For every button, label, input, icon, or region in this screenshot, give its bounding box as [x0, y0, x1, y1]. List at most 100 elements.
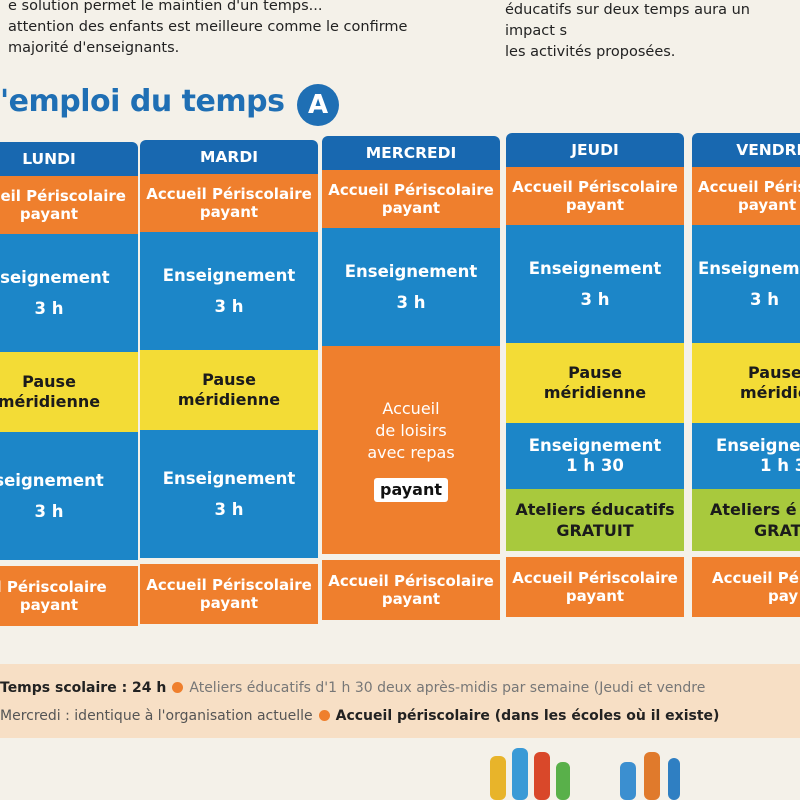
intro-left-line: majorité d'enseignants. [8, 40, 180, 56]
finger-shape [512, 748, 528, 800]
finger-shape [556, 762, 570, 800]
day-header: MARDI [140, 140, 318, 174]
bullet-icon [172, 682, 184, 693]
block-label: payant [565, 196, 625, 214]
intro-left: e solution permet le maintien d'un temps… [8, 0, 407, 59]
intro-right-line: les activités proposées. [505, 44, 676, 60]
block-label: payant [565, 587, 625, 605]
legend-line-2: Mercredi : identique à l'organisation ac… [0, 708, 719, 724]
legend-text: Temps scolaire : 24 h [0, 680, 167, 696]
accueil-periscolaire-block: Accueil Périscola payant [692, 167, 800, 225]
block-hours: 3 h [580, 290, 610, 309]
block-label: avec repas [367, 443, 455, 462]
block-label: Enseigneme [698, 259, 800, 278]
enseignement-block: Enseigne 1 h 3 [692, 423, 800, 489]
payant-badge: payant [373, 478, 449, 502]
block-label: payant [199, 203, 259, 221]
block-label: Pause [568, 363, 622, 382]
enseignement-block: Enseignement 1 h 30 [506, 423, 684, 489]
enseignement-block: Enseignement 3 h [506, 225, 684, 343]
block-label: Enseignement [528, 259, 662, 278]
block-label: méridien [740, 383, 800, 402]
enseignement-block: Enseignement 3 h [140, 232, 318, 350]
block-label: méridienne [543, 383, 647, 402]
ateliers-educatifs-block: Ateliers é GRAT [692, 489, 800, 551]
intro-left-line: e solution permet le maintien d'un temps… [8, 0, 323, 14]
accueil-periscolaire-block: Accueil Périscolaire payant [322, 560, 500, 620]
pause-meridienne-block: Pause méridienne [140, 350, 318, 430]
intro-right: éducatifs sur deux temps aura un impact … [505, 0, 800, 63]
block-label: payant [19, 205, 79, 223]
block-hours: 1 h 3 [760, 456, 800, 475]
block-hours: 3 h [34, 502, 64, 521]
block-label: seignement [0, 471, 104, 490]
block-label: méridienne [177, 390, 281, 409]
block-label: Enseignement [162, 469, 296, 488]
accueil-periscolaire-block: Accueil Périscolaire payant [506, 167, 684, 225]
accueil-loisirs-block: Accueil de loisirs avec repas payant [322, 346, 500, 554]
finger-shape [644, 752, 660, 800]
ateliers-educatifs-block: Ateliers éducatifs GRATUIT [506, 489, 684, 551]
block-label: payant [19, 596, 79, 614]
block-label: Accueil [382, 399, 440, 418]
enseignement-block: Enseigneme 3 h [692, 225, 800, 343]
block-label: Ateliers éducatifs [515, 500, 675, 519]
block-label: payant [381, 199, 441, 217]
accueil-periscolaire-block: Accueil Pé pay [692, 557, 800, 617]
block-label: de loisirs [375, 421, 447, 440]
block-label: payant [738, 196, 797, 214]
legend-band: Temps scolaire : 24 h Ateliers éducatifs … [0, 664, 800, 738]
accueil-periscolaire-block: Accueil Périscolaire payant [140, 174, 318, 232]
version-badge: A [297, 84, 339, 126]
accueil-periscolaire-block: Accueil Périscolaire payant [140, 564, 318, 624]
block-label: il Périscolaire [0, 578, 107, 596]
finger-shape [668, 758, 680, 800]
block-label: méridienne [0, 392, 101, 411]
block-label: pay [768, 587, 799, 605]
intro-left-line: attention des enfants est meilleure comm… [8, 19, 408, 35]
block-label: Enseignement [344, 262, 478, 281]
hands-illustration [480, 748, 680, 800]
block-label: ccueil Périscolaire [0, 187, 126, 205]
enseignement-block: Enseignement 3 h [140, 430, 318, 558]
pause-meridienne-block: Pause méridienne [506, 343, 684, 423]
block-label: Enseigne [716, 436, 800, 455]
block-label: nseignement [0, 268, 110, 287]
block-label: Accueil Périscolaire [512, 178, 678, 196]
block-label: Ateliers é [710, 500, 797, 519]
block-label: Pause [748, 363, 800, 382]
day-column-jeudi: JEUDI Accueil Périscolaire payant Enseig… [506, 133, 684, 617]
legend-line-1: Temps scolaire : 24 h Ateliers éducatifs … [0, 680, 705, 696]
gratuit-label: GRAT [754, 521, 800, 540]
legend-text: Accueil périscolaire (dans les écoles où… [335, 708, 720, 724]
block-hours: 1 h 30 [566, 456, 624, 475]
block-label: payant [199, 594, 259, 612]
block-hours: 3 h [214, 500, 244, 519]
enseignement-block: seignement 3 h [0, 432, 138, 560]
block-label: Accueil Périscolaire [146, 576, 312, 594]
block-label: Accueil Périscolaire [328, 572, 494, 590]
block-label: Enseignement [528, 436, 662, 455]
day-column-lundi: LUNDI ccueil Périscolaire payant nseigne… [0, 142, 138, 626]
block-hours: 3 h [34, 299, 64, 318]
day-column-mercredi: MERCREDI Accueil Périscolaire payant Ens… [322, 136, 500, 620]
block-label: Pause [22, 372, 76, 391]
legend-text: Mercredi : identique à l'organisation ac… [0, 708, 313, 724]
block-label: Accueil Périscolaire [328, 181, 494, 199]
day-header: MERCREDI [322, 136, 500, 170]
day-header: JEUDI [506, 133, 684, 167]
day-header: VENDREDI [692, 133, 800, 167]
block-label: Accueil Périscolaire [146, 185, 312, 203]
pause-meridienne-block: Pause méridien [692, 343, 800, 423]
block-hours: 3 h [396, 293, 426, 312]
block-label: Pause [202, 370, 256, 389]
day-column-vendredi: VENDREDI Accueil Périscola payant Enseig… [692, 133, 800, 617]
finger-shape [490, 756, 506, 800]
block-label: Accueil Périscola [698, 178, 800, 196]
finger-shape [620, 762, 636, 800]
accueil-periscolaire-block: Accueil Périscolaire payant [506, 557, 684, 617]
block-label: Accueil Pé [712, 569, 799, 587]
bullet-icon [318, 710, 330, 721]
block-label: Enseignement [162, 266, 296, 285]
finger-shape [534, 752, 550, 800]
